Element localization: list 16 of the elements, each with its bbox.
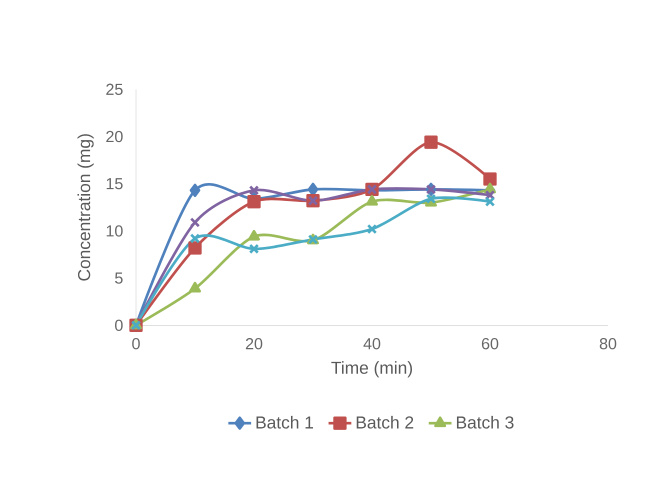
x-tick-label: 60 — [482, 338, 498, 350]
x-axis-title: Time (min) — [331, 361, 412, 378]
legend-label: Batch 3 — [456, 416, 514, 429]
x-tick-label: 0 — [132, 338, 140, 350]
legend-label: Batch 2 — [356, 416, 414, 429]
y-tick-label: 15 — [106, 178, 123, 190]
legend-label: Batch 1 — [256, 416, 314, 429]
y-axis-title: Concentration (mg) — [78, 134, 94, 281]
x-tick-label: 80 — [600, 338, 616, 350]
y-tick-label: 5 — [115, 272, 123, 284]
y-tick-label: 20 — [106, 130, 123, 142]
y-tick-label: 25 — [106, 84, 123, 95]
x-tick-label: 40 — [363, 338, 380, 350]
y-tick-label: 10 — [106, 225, 123, 237]
x-tick-label: 20 — [246, 338, 262, 350]
y-tick-label: 0 — [115, 320, 123, 331]
